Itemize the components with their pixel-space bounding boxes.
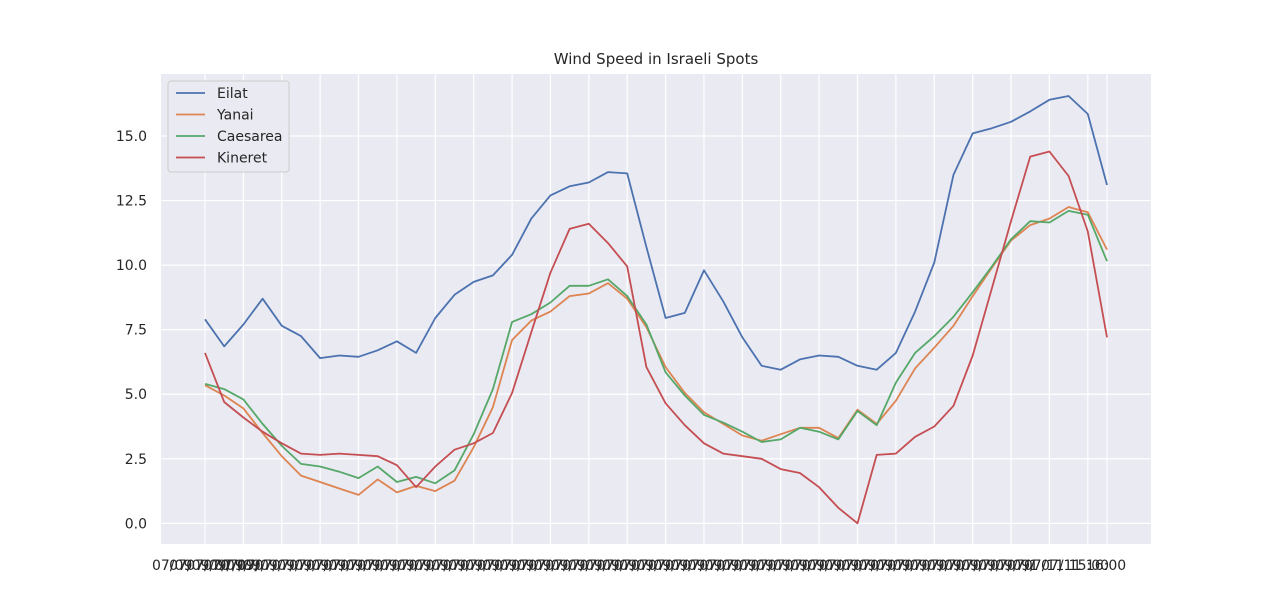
x-tick-label: 07/09/ bbox=[836, 558, 881, 574]
series-lines bbox=[204, 95, 1108, 525]
x-tick-label: 07/09/ bbox=[785, 558, 830, 574]
x-tick-label: 07/09/ bbox=[716, 558, 761, 574]
x-tick-label: 07/09/ bbox=[921, 558, 966, 574]
x-tick-label: 07/09/ bbox=[323, 558, 368, 574]
x-tick-label: 07/09/ bbox=[853, 558, 898, 574]
x-axis-tick-labels: 07/0907/09/07/09/07/09/07/09/07/09/07/09… bbox=[152, 558, 1126, 574]
x-tick-label: 07/09/ bbox=[648, 558, 693, 574]
x-tick-label: 07/09/ bbox=[631, 558, 676, 574]
x-tick-label: 07/09/ bbox=[220, 558, 265, 574]
legend-label: Caesarea bbox=[217, 129, 282, 145]
x-tick-label: 07/09/ bbox=[306, 558, 351, 574]
x-tick-label: 07/11 16:00 bbox=[1041, 558, 1126, 574]
x-tick-label: 07/09 bbox=[152, 558, 192, 574]
x-tick-label: 07/09/ bbox=[443, 558, 488, 574]
x-tick-label: 07/09/ bbox=[494, 558, 539, 574]
x-tick-label: 07/09/ bbox=[802, 558, 847, 574]
x-tick-label: 07/09/ bbox=[750, 558, 795, 574]
y-tick-label: 0.0 bbox=[125, 516, 147, 532]
x-tick-label: 07/09/ bbox=[579, 558, 624, 574]
x-tick-label: 07/09/ bbox=[699, 558, 744, 574]
x-tick-label: 07/09/ bbox=[665, 558, 710, 574]
x-tick-label: 07/09/ bbox=[340, 558, 385, 574]
x-tick-label: 07/09/ bbox=[904, 558, 949, 574]
x-tick-label: 07/09/ bbox=[477, 558, 522, 574]
series-line-kineret bbox=[204, 150, 1108, 525]
y-tick-label: 2.5 bbox=[125, 452, 147, 468]
y-gridlines bbox=[161, 135, 1151, 524]
x-tick-label: 07/09/ bbox=[408, 558, 453, 574]
legend-label: Kineret bbox=[217, 151, 268, 167]
x-tick-label: 07/09/ bbox=[990, 558, 1035, 574]
x-tick-label: 07/09/ bbox=[682, 558, 727, 574]
x-tick-label: 07/09/ bbox=[545, 558, 590, 574]
x-tick-label: 07/09/ bbox=[426, 558, 471, 574]
x-tick-label: 07/09/ bbox=[511, 558, 556, 574]
y-tick-label: 10.0 bbox=[116, 258, 147, 274]
x-tick-label: 07/09/ bbox=[357, 558, 402, 574]
x-tick-label: 07/09/ bbox=[870, 558, 915, 574]
y-tick-label: 15.0 bbox=[116, 129, 147, 145]
x-tick-label: 07/09/ bbox=[819, 558, 864, 574]
x-tick-label: 07/09/ bbox=[460, 558, 505, 574]
y-tick-label: 5.0 bbox=[125, 387, 147, 403]
y-tick-label: 7.5 bbox=[125, 323, 147, 339]
x-tick-label: 07/11 15:00 bbox=[1024, 558, 1109, 574]
legend-label: Eilat bbox=[217, 86, 248, 102]
x-tick-label: 07/09/ bbox=[767, 558, 812, 574]
y-axis-tick-labels: 0.0 2.5 5.0 7.5 10.0 12.5 15.0 bbox=[116, 129, 147, 532]
x-tick-label: 07/09/ bbox=[391, 558, 436, 574]
chart-title: Wind Speed in Israeli Spots bbox=[554, 50, 759, 68]
x-gridlines bbox=[204, 74, 1108, 544]
x-tick-label: 07/09/ bbox=[733, 558, 778, 574]
x-tick-label: 07/09/ bbox=[186, 558, 231, 574]
x-tick-label: 07/09/ bbox=[973, 558, 1018, 574]
legend-label: Yanai bbox=[216, 108, 254, 124]
legend-items: Eilat Yanai Caesarea Kineret bbox=[176, 86, 282, 167]
x-tick-label: 07/09/ bbox=[597, 558, 642, 574]
y-tick-label: 12.5 bbox=[116, 194, 147, 210]
x-tick-label: 07/09/ bbox=[374, 558, 419, 574]
x-tick-label: 07/09/07/09/ bbox=[169, 558, 259, 574]
x-tick-label: 07/09/ bbox=[528, 558, 573, 574]
plot-background bbox=[161, 74, 1151, 544]
x-tick-label: 07/09/ bbox=[272, 558, 317, 574]
x-tick-label: 07/09/ bbox=[887, 558, 932, 574]
series-line-caesarea bbox=[204, 210, 1108, 485]
x-tick-label: 07/09/ bbox=[289, 558, 334, 574]
x-tick-label: 07/1 bbox=[1007, 558, 1038, 574]
x-tick-label: 07/09/ bbox=[255, 558, 300, 574]
x-tick-label: 07/09/ bbox=[203, 558, 248, 574]
x-tick-label: 07/09/ bbox=[938, 558, 983, 574]
x-tick-label: 07/09/ bbox=[562, 558, 607, 574]
x-tick-label: 07/09/ bbox=[956, 558, 1001, 574]
x-tick-label: 07/09/ bbox=[237, 558, 282, 574]
legend: Eilat Yanai Caesarea Kineret bbox=[167, 80, 290, 173]
legend-box bbox=[167, 80, 290, 173]
series-line-eilat bbox=[204, 95, 1108, 371]
x-tick-label: 07/09/ bbox=[614, 558, 659, 574]
